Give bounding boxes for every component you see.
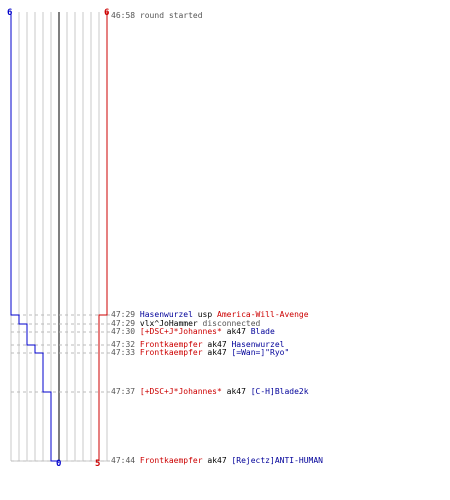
event-row: 47:32 Frontkaempfer ak47 Hasenwurzel [111,340,284,350]
killer-name: Frontkaempfer [139,348,203,357]
event-time: 47:37 [111,387,136,396]
event-time: 47:33 [111,348,136,357]
event-time: 46:58 [111,11,136,20]
killer-name: [+DSC+J*Johannes* [139,387,222,396]
event-text: round started [139,11,203,20]
event-time: 47:44 [111,456,136,465]
victim-name: [Rejectz]ANTI-HUMAN [231,456,323,465]
event-time: 47:32 [111,340,136,349]
event-time: 47:30 [111,327,136,336]
event-time: 47:29 [111,319,136,328]
event-text: disconnected [202,319,261,328]
weapon-name: ak47 [207,456,227,465]
killer-name: Frontkaempfer [139,456,203,465]
red-team-alive-line [98,12,108,461]
victim-name: Blade [250,327,275,336]
player-name: vlx^JoHammer [139,319,198,328]
red-end-count: 5 [95,459,101,469]
red-start-count: 6 [104,8,110,18]
event-row: 47:37 [+DSC+J*Johannes* ak47 [C-H]Blade2… [111,387,309,397]
victim-name: America-Will-Avenge [217,310,309,319]
weapon-name: ak47 [226,327,246,336]
event-row: 46:58 round started [111,11,203,21]
blue-start-count: 6 [7,8,13,18]
victim-name: Hasenwurzel [231,340,285,349]
weapon-name: ak47 [226,387,246,396]
event-time: 47:29 [111,310,136,319]
event-row: 47:33 Frontkaempfer ak47 [=Wan=]"Ryo" [111,348,289,358]
weapon-name: ak47 [207,348,227,357]
weapon-name: ak47 [207,340,227,349]
killer-name: [+DSC+J*Johannes* [139,327,222,336]
victim-name: [C-H]Blade2k [250,387,309,396]
event-row: 47:29 Hasenwurzel usp America-Will-Aveng… [111,310,309,320]
victim-name: [=Wan=]"Ryo" [231,348,290,357]
event-row: 47:44 Frontkaempfer ak47 [Rejectz]ANTI-H… [111,456,323,466]
killer-name: Frontkaempfer [139,340,203,349]
event-row: 47:30 [+DSC+J*Johannes* ak47 Blade [111,327,275,337]
event-row: 47:29 vlx^JoHammer disconnected [111,319,260,329]
blue-end-count: 0 [56,459,62,469]
blue-team-alive-line [10,12,59,462]
killer-name: Hasenwurzel [139,310,193,319]
weapon-name: usp [197,310,213,319]
